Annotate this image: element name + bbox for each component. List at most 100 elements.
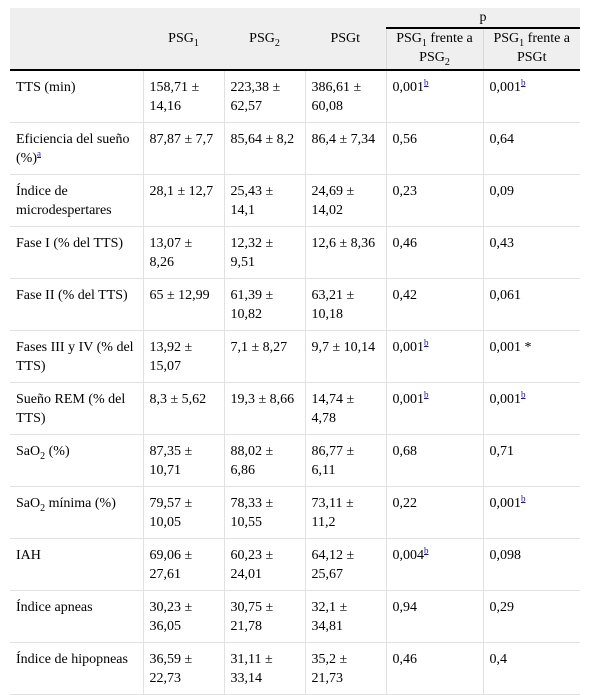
cell-p2: 0,71: [482, 434, 580, 487]
cell-p1: 0,22: [385, 486, 483, 539]
row-label: SaO2 mínima (%): [10, 486, 143, 539]
footnote-link[interactable]: b: [424, 389, 429, 400]
cell-psg1: 28,1 ± 12,7: [142, 174, 224, 227]
cell-psg1: 79,57 ± 10,05: [142, 486, 224, 539]
cell-psgt: 86,4 ± 7,34: [304, 122, 386, 175]
table-row: SaO2 mínima (%) 79,57 ± 10,05 78,33 ± 10,5…: [10, 486, 580, 539]
cell-p1: 0,23: [385, 174, 483, 227]
table-row: Índice apneas 30,23 ± 36,05 30,75 ± 21,78 3…: [10, 590, 580, 643]
row-label: Índice apneas: [10, 590, 143, 643]
cell-psgt: 9,7 ± 10,14: [304, 330, 386, 383]
cell-psg1: 36,59 ± 22,73: [142, 642, 224, 695]
cell-psg1: 65 ± 12,99: [142, 278, 224, 331]
cell-psgt: 63,21 ± 10,18: [304, 278, 386, 331]
footnote-link[interactable]: b: [424, 77, 429, 88]
row-label: Sueño REM (% del TTS): [10, 382, 143, 435]
cell-psgt: 64,12 ± 25,67: [304, 538, 386, 591]
cell-p2: 0,061: [482, 278, 580, 331]
cell-psg2: 25,43 ± 14,1: [223, 174, 305, 227]
cell-p1: 0,68: [385, 434, 483, 487]
cell-psg2: 7,1 ± 8,27: [223, 330, 305, 383]
table-row: Fases III y IV (% del TTS) 13,92 ± 15,07 7…: [10, 330, 580, 383]
table-row: Eficiencia del sueño (%)a 87,87 ± 7,7 85,6…: [10, 122, 580, 175]
cell-p1: 0,001b: [385, 382, 483, 435]
cell-p1: 0,001b: [385, 330, 483, 383]
cell-p1: 0,42: [385, 278, 483, 331]
cell-p2: 0,098: [482, 538, 580, 591]
cell-p2: 0,4: [482, 642, 580, 695]
row-label: Eficiencia del sueño (%)a: [10, 122, 143, 175]
footnote-link[interactable]: b: [521, 493, 526, 504]
cell-p1: 0,001b: [385, 69, 483, 123]
cell-p2: 0,64: [482, 122, 580, 175]
table-body: TTS (min) 158,71 ± 14,16 223,38 ± 62,57 386…: [10, 69, 580, 695]
cell-psgt: 14,74 ± 4,78: [304, 382, 386, 435]
cell-p2: 0,29: [482, 590, 580, 643]
cell-p1: 0,46: [385, 226, 483, 279]
footnote-link[interactable]: b: [424, 337, 429, 348]
row-label: Índice de microdespertares: [10, 174, 143, 227]
results-table-container: PSG1 PSG2 PSGt p PSG1 frente a PSG2 PSG1…: [10, 8, 580, 695]
row-label: SaO2 (%): [10, 434, 143, 487]
table-row: Índice de microdespertares 28,1 ± 12,7 25,…: [10, 174, 580, 227]
table-header: PSG1 PSG2 PSGt p PSG1 frente a PSG2 PSG1…: [10, 8, 580, 71]
table-row: Fase I (% del TTS) 13,07 ± 8,26 12,32 ± 9,…: [10, 226, 580, 279]
footnote-link[interactable]: a: [37, 148, 41, 159]
cell-p2: 0,43: [482, 226, 580, 279]
header-variable: [10, 8, 143, 71]
cell-psg2: 12,32 ± 9,51: [223, 226, 305, 279]
header-psg1-vs-psgt: PSG1 frente a PSGt: [482, 28, 580, 71]
header-p: p: [386, 8, 580, 29]
cell-psg1: 13,92 ± 15,07: [142, 330, 224, 383]
cell-p1: 0,56: [385, 122, 483, 175]
cell-psg2: 85,64 ± 8,2: [223, 122, 305, 175]
cell-p2: 0,09: [482, 174, 580, 227]
cell-psg2: 88,02 ± 6,86: [223, 434, 305, 487]
results-table: PSG1 PSG2 PSGt p PSG1 frente a PSG2 PSG1…: [10, 8, 580, 695]
cell-psg1: 87,35 ± 10,71: [142, 434, 224, 487]
cell-psg2: 61,39 ± 10,82: [223, 278, 305, 331]
row-label: IAH: [10, 538, 143, 591]
footnote-link[interactable]: b: [521, 389, 526, 400]
row-label: Fase I (% del TTS): [10, 226, 143, 279]
cell-p1: 0,94: [385, 590, 483, 643]
cell-psgt: 32,1 ± 34,81: [304, 590, 386, 643]
header-psg1: PSG1: [143, 8, 224, 71]
footnote-link[interactable]: b: [424, 545, 429, 556]
cell-psg2: 31,11 ± 33,14: [223, 642, 305, 695]
cell-p2: 0,001b: [482, 486, 580, 539]
cell-psgt: 386,61 ± 60,08: [304, 69, 386, 123]
cell-psg2: 60,23 ± 24,01: [223, 538, 305, 591]
table-row: Sueño REM (% del TTS) 8,3 ± 5,62 19,3 ± 8,…: [10, 382, 580, 435]
header-psg2: PSG2: [224, 8, 305, 71]
cell-psgt: 24,69 ± 14,02: [304, 174, 386, 227]
cell-psgt: 35,2 ± 21,73: [304, 642, 386, 695]
cell-psg1: 87,87 ± 7,7: [142, 122, 224, 175]
cell-psg2: 78,33 ± 10,55: [223, 486, 305, 539]
footnote-link[interactable]: b: [521, 77, 526, 88]
cell-psg1: 158,71 ± 14,16: [142, 69, 224, 123]
cell-psg2: 19,3 ± 8,66: [223, 382, 305, 435]
cell-p2: 0,001 *: [482, 330, 580, 383]
cell-psgt: 86,77 ± 6,11: [304, 434, 386, 487]
table-row: SaO2 (%) 87,35 ± 10,71 88,02 ± 6,86 86,77 ±…: [10, 434, 580, 487]
row-label: Fases III y IV (% del TTS): [10, 330, 143, 383]
table-row: TTS (min) 158,71 ± 14,16 223,38 ± 62,57 386…: [10, 69, 580, 123]
row-label: TTS (min): [10, 69, 143, 123]
cell-psg1: 8,3 ± 5,62: [142, 382, 224, 435]
row-label: Índice de hipopneas: [10, 642, 143, 695]
cell-psg1: 13,07 ± 8,26: [142, 226, 224, 279]
table-row: Fase II (% del TTS) 65 ± 12,99 61,39 ± 10,…: [10, 278, 580, 331]
cell-psg1: 69,06 ± 27,61: [142, 538, 224, 591]
cell-p2: 0,001b: [482, 382, 580, 435]
cell-p1: 0,004b: [385, 538, 483, 591]
row-label: Fase II (% del TTS): [10, 278, 143, 331]
cell-psgt: 12,6 ± 8,36: [304, 226, 386, 279]
cell-psg2: 30,75 ± 21,78: [223, 590, 305, 643]
cell-p1: 0,46: [385, 642, 483, 695]
header-psgt: PSGt: [305, 8, 386, 71]
table-row: IAH 69,06 ± 27,61 60,23 ± 24,01 64,12 ± 25,…: [10, 538, 580, 591]
table-row: Índice de hipopneas 36,59 ± 22,73 31,11 ± …: [10, 642, 580, 695]
cell-psg1: 30,23 ± 36,05: [142, 590, 224, 643]
cell-p2: 0,001b: [482, 69, 580, 123]
